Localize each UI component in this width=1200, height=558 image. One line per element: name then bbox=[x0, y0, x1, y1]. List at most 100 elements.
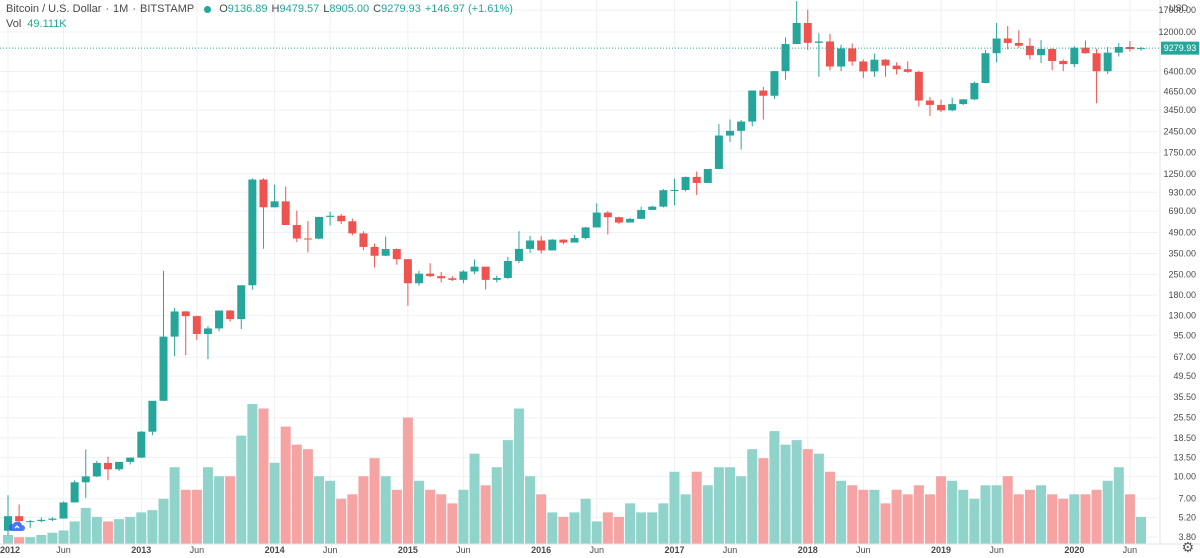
candle bbox=[959, 99, 968, 105]
volume-bar bbox=[402, 417, 413, 544]
candle-body bbox=[181, 311, 190, 317]
high-label: H bbox=[271, 3, 280, 15]
candle bbox=[4, 495, 12, 536]
volume-bar bbox=[869, 489, 880, 544]
candle bbox=[126, 457, 135, 465]
close-label: C bbox=[373, 3, 382, 15]
candle-body bbox=[381, 249, 390, 256]
volume-bar bbox=[702, 485, 713, 544]
volume-bar bbox=[436, 494, 447, 544]
candle-body bbox=[526, 240, 535, 249]
candle bbox=[603, 211, 612, 235]
interval-label[interactable]: 1M bbox=[113, 3, 129, 15]
candle-body bbox=[281, 201, 290, 225]
volume-bar bbox=[513, 408, 524, 544]
candle-body bbox=[759, 90, 768, 96]
x-tick-label: Jun bbox=[989, 545, 1004, 555]
volume-bar bbox=[102, 521, 113, 544]
candle bbox=[581, 226, 590, 240]
candle-body bbox=[548, 239, 557, 251]
candle-body bbox=[170, 311, 179, 337]
volume-bar bbox=[458, 489, 469, 544]
volume-bar bbox=[758, 458, 769, 544]
candle bbox=[1059, 59, 1068, 72]
candle bbox=[526, 235, 535, 253]
volume-bar bbox=[1069, 494, 1080, 544]
candle bbox=[426, 263, 435, 278]
y-tick-label: 5.20 bbox=[1178, 512, 1196, 522]
candle-body bbox=[126, 457, 135, 462]
candle-body bbox=[770, 71, 779, 96]
candle bbox=[737, 119, 746, 150]
candle-body bbox=[714, 135, 723, 169]
settings-gear-icon[interactable]: ⚙ bbox=[1181, 539, 1194, 555]
open-label: O bbox=[219, 3, 228, 15]
volume-bar bbox=[1002, 476, 1013, 544]
volume-bar bbox=[336, 498, 347, 544]
candle bbox=[226, 310, 235, 322]
volume-label[interactable]: Vol bbox=[6, 18, 22, 30]
axis-unit-label: USD bbox=[1169, 3, 1189, 13]
candle-body bbox=[948, 104, 957, 111]
candle bbox=[414, 270, 423, 286]
candle bbox=[1092, 48, 1101, 104]
candle-body bbox=[648, 206, 657, 210]
candle-body bbox=[603, 212, 612, 218]
candle bbox=[1137, 46, 1145, 51]
volume-bar bbox=[480, 485, 491, 544]
market-status-icon bbox=[204, 5, 212, 13]
cloud-logo-icon bbox=[8, 521, 25, 531]
y-tick-label: 10.00 bbox=[1173, 471, 1196, 481]
candle-body bbox=[925, 100, 934, 105]
volume-bar bbox=[769, 431, 780, 544]
candle bbox=[1003, 26, 1012, 50]
volume-bar bbox=[3, 534, 13, 544]
volume-bar bbox=[991, 485, 1002, 544]
candle-body bbox=[215, 310, 224, 329]
candle-body bbox=[792, 22, 801, 45]
candle-body bbox=[48, 518, 57, 520]
candle bbox=[215, 310, 224, 332]
x-tick-label: Jun bbox=[1123, 545, 1138, 555]
candle bbox=[159, 270, 168, 401]
candle-body bbox=[737, 121, 746, 131]
candle-body bbox=[703, 168, 712, 183]
candle bbox=[115, 461, 124, 471]
candle bbox=[781, 37, 790, 80]
candle bbox=[370, 243, 379, 268]
y-tick-label: 95.00 bbox=[1173, 330, 1196, 340]
candle-body bbox=[492, 277, 501, 280]
candle bbox=[1048, 48, 1057, 71]
volume-bar bbox=[236, 435, 247, 544]
last-price-label: 9279.93 bbox=[1164, 43, 1197, 53]
volume-bar bbox=[924, 494, 935, 544]
candle bbox=[392, 248, 401, 265]
volume-bar bbox=[358, 476, 369, 544]
candle bbox=[448, 276, 457, 281]
candle bbox=[914, 70, 923, 107]
volume-bar bbox=[391, 489, 402, 544]
candle-body bbox=[148, 400, 157, 432]
candle-body bbox=[392, 249, 401, 260]
candle bbox=[437, 271, 446, 283]
candle-body bbox=[248, 179, 257, 286]
candle bbox=[970, 81, 979, 101]
volume-bar bbox=[25, 537, 36, 544]
candle-body bbox=[437, 276, 446, 279]
candle bbox=[148, 400, 157, 436]
candle bbox=[192, 315, 201, 341]
candle bbox=[137, 431, 146, 459]
x-tick-label: Jun bbox=[190, 545, 205, 555]
candle-body bbox=[226, 310, 235, 320]
volume-bar bbox=[936, 476, 947, 544]
candle bbox=[759, 86, 768, 120]
candle-body bbox=[292, 224, 301, 239]
time-axis: 2012 Jun 2013 Jun 2014 Jun 2015 Jun 2016 Jun 2017 J… bbox=[0, 545, 1137, 555]
y-tick-label: 67.00 bbox=[1173, 352, 1196, 362]
volume-bar bbox=[214, 476, 225, 544]
volume-bar bbox=[1113, 467, 1124, 544]
x-tick-label: Jun bbox=[56, 545, 71, 555]
candle bbox=[492, 275, 501, 283]
symbol-title[interactable]: Bitcoin / U.S. Dollar bbox=[6, 3, 102, 15]
